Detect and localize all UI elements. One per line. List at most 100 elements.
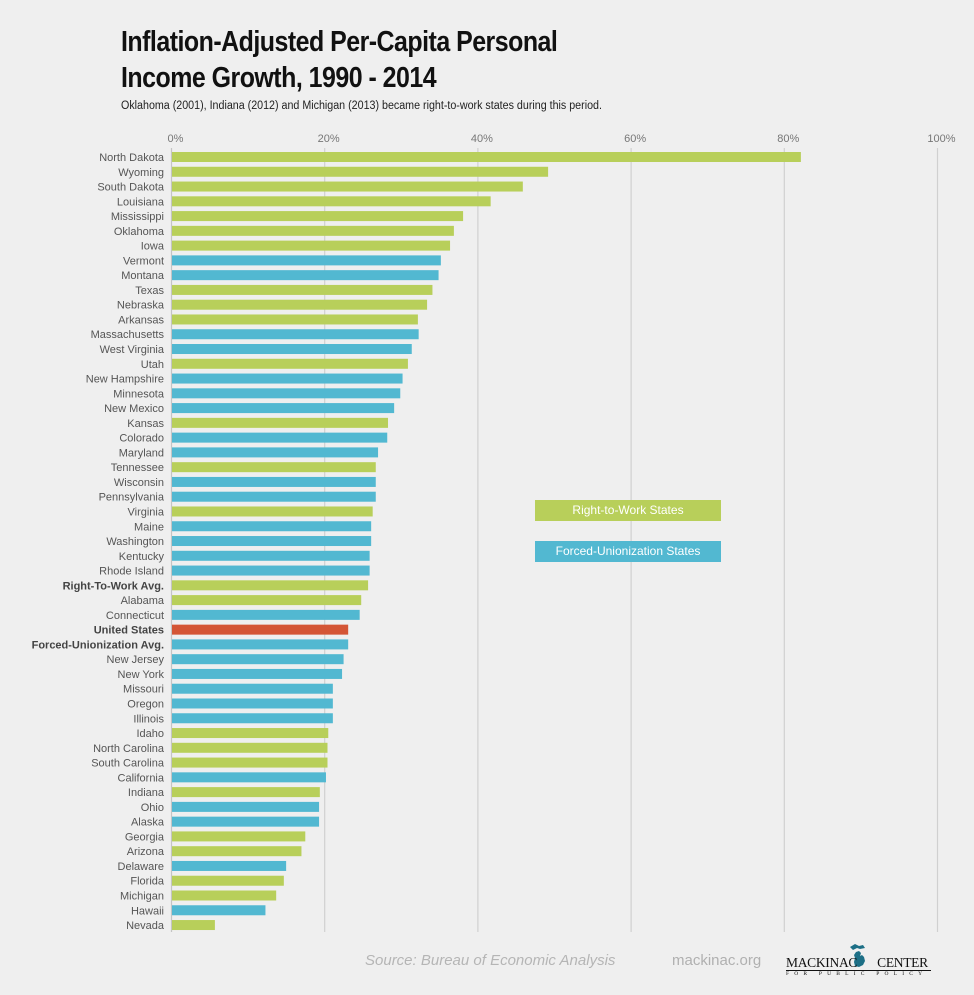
logo-subtitle: FOR PUBLIC POLICY: [786, 971, 928, 977]
bar: [172, 373, 403, 384]
bar: [172, 299, 428, 310]
x-axis-tick-labels: 0% 20% 40% 60% 80% 100%: [168, 133, 956, 145]
category-label: Louisiana: [117, 196, 165, 208]
bar: [172, 565, 370, 576]
bar: [172, 240, 451, 251]
x-tick-label: 20%: [318, 133, 340, 145]
category-label: Right-To-Work Avg.: [63, 580, 164, 592]
category-label: Maine: [134, 521, 164, 533]
category-label: Florida: [130, 876, 165, 888]
x-tick-label: 80%: [777, 133, 799, 145]
chart-subtitle: Oklahoma (2001), Indiana (2012) and Mich…: [121, 100, 602, 112]
category-label: Wisconsin: [114, 477, 164, 489]
category-label: Oklahoma: [114, 226, 165, 238]
bar: [172, 595, 362, 606]
bar: [172, 521, 372, 532]
bar: [172, 639, 349, 650]
category-label: North Dakota: [99, 152, 165, 164]
bar: [172, 181, 523, 192]
category-label: Kansas: [127, 418, 164, 430]
legend-forced-unionization: Forced-Unionization States: [535, 541, 721, 562]
category-label: Maryland: [119, 447, 164, 459]
category-label: Wyoming: [118, 167, 164, 179]
category-label: Arkansas: [118, 314, 164, 326]
category-label: Connecticut: [106, 610, 164, 622]
bar: [172, 536, 372, 547]
category-label: Texas: [135, 285, 164, 297]
bar: [172, 388, 401, 399]
category-label: Washington: [106, 536, 164, 548]
category-label: Massachusetts: [91, 329, 165, 341]
site-link[interactable]: mackinac.org: [672, 952, 762, 969]
category-label: Utah: [141, 359, 164, 371]
michigan-map-icon: [850, 944, 865, 967]
category-label: California: [118, 772, 165, 784]
category-labels: North Dakota Wyoming South Dakota Louisiana…: [32, 152, 165, 932]
bar: [172, 358, 408, 369]
bar: [172, 462, 376, 473]
category-label: Arizona: [127, 846, 165, 858]
x-tick-label: 0%: [168, 133, 184, 145]
category-label: Oregon: [127, 698, 164, 710]
category-label: Michigan: [120, 891, 164, 903]
mackinac-center-logo[interactable]: MACKINAC CENTER FOR PUBLIC POLICY: [786, 943, 934, 979]
category-label: Idaho: [136, 728, 164, 740]
bar: [172, 329, 419, 340]
bar: [172, 831, 306, 842]
bar: [172, 816, 320, 827]
bar: [172, 683, 333, 694]
bar: [172, 801, 320, 812]
bar: [172, 255, 441, 266]
category-label: Tennessee: [111, 462, 164, 474]
category-label: Iowa: [141, 241, 165, 253]
bar: [172, 890, 277, 901]
bar: [172, 491, 376, 502]
chart-title: Inflation-Adjusted Per-Capita Personal I…: [121, 24, 723, 96]
bar: [172, 417, 389, 428]
x-tick-label: 60%: [624, 133, 646, 145]
bar: [172, 211, 464, 222]
category-label: Delaware: [118, 861, 164, 873]
category-label: Mississippi: [111, 211, 164, 223]
bar: [172, 225, 454, 236]
category-label: New York: [118, 669, 165, 681]
category-label: New Mexico: [104, 403, 164, 415]
source-note: Source: Bureau of Economic Analysis: [365, 952, 616, 969]
bar: [172, 905, 266, 916]
bar: [172, 152, 801, 162]
bar: [172, 787, 320, 798]
bar: [172, 668, 343, 679]
bars: [172, 152, 801, 931]
category-label: Rhode Island: [99, 566, 164, 578]
category-label: Indiana: [128, 787, 165, 799]
category-label: Georgia: [125, 831, 165, 843]
category-label: Montana: [121, 270, 165, 282]
bar: [172, 270, 439, 281]
category-label: West Virginia: [100, 344, 165, 356]
bar: [172, 196, 491, 207]
bar: [172, 506, 373, 517]
category-label: United States: [94, 625, 164, 637]
category-label: South Dakota: [97, 182, 165, 194]
category-label: Nevada: [126, 920, 165, 932]
category-label: New Hampshire: [86, 374, 164, 386]
category-label: Alabama: [121, 595, 165, 607]
bar: [172, 284, 433, 295]
bar: [172, 314, 418, 325]
bar: [172, 698, 333, 709]
bar: [172, 476, 376, 487]
category-label: North Carolina: [93, 743, 165, 755]
category-label: Pennsylvania: [99, 492, 165, 504]
category-label: Hawaii: [131, 905, 164, 917]
bar: [172, 713, 333, 724]
category-label: Vermont: [123, 255, 164, 267]
category-label: Virginia: [128, 506, 165, 518]
bar: [172, 447, 379, 458]
bar: [172, 432, 388, 443]
bar: [172, 757, 328, 768]
bar: [172, 728, 329, 739]
bar: [172, 580, 369, 591]
legend-right-to-work: Right-to-Work States: [535, 500, 721, 521]
bar: [172, 609, 360, 620]
category-label: Alaska: [131, 817, 165, 829]
